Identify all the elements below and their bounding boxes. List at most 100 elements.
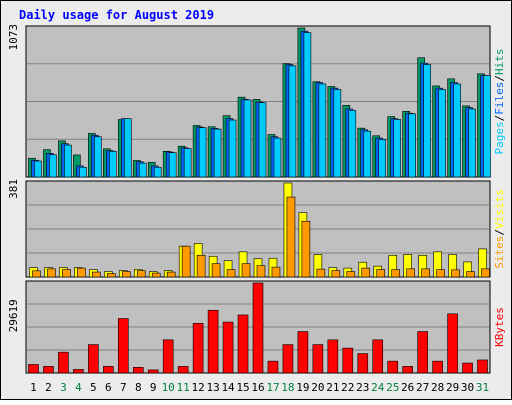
bar-pages-day-13 [213,128,222,178]
bar-pages-day-31 [483,75,491,178]
bar-pages-day-18 [288,65,297,178]
chart-panels: 1073Pages/Files/Hits381Sites/Visits29619… [7,24,506,374]
x-tick-label-day-6: 6 [105,381,112,394]
bar-sites-day-4 [77,267,86,278]
bar-kbytes-day-30 [462,362,473,374]
bar-sites-day-16 [256,265,266,278]
x-tick-label-day-23: 23 [356,381,369,394]
bar-pages-day-4 [79,166,87,178]
panel-middle: 381 Sites/Visits [7,179,506,278]
bar-pages-day-30 [468,108,476,178]
x-tick-label-day-12: 12 [192,381,205,394]
x-tick-label-day-21: 21 [326,381,339,394]
bar-sites-day-2 [47,268,56,278]
bar-pages-day-12 [198,127,207,178]
x-tick-label-day-17: 17 [266,381,279,394]
bar-kbytes-day-11 [177,366,189,374]
bar-pages-day-11 [183,148,192,178]
bar-sites-day-8 [136,270,146,278]
chart-title: Daily usage for August 2019 [19,8,214,22]
bar-sites-day-5 [92,271,101,278]
bar-sites-day-15 [241,263,251,278]
x-tick-label-day-19: 19 [296,381,309,394]
bar-pages-day-9 [153,166,162,178]
bar-sites-day-10 [166,271,176,278]
bar-sites-day-13 [211,263,221,278]
bar-kbytes-day-21 [327,339,339,374]
bar-kbytes-day-8 [132,367,144,374]
bar-kbytes-day-4 [73,369,84,374]
bar-kbytes-day-16 [252,282,264,374]
bar-pages-day-25 [393,119,402,178]
bar-kbytes-day-15 [237,314,249,374]
x-tick-label-day-27: 27 [416,381,429,394]
bar-pages-day-23 [363,130,372,178]
bar-pages-day-28 [438,89,446,178]
bar-pages-day-26 [408,113,416,178]
bar-pages-day-10 [168,152,177,178]
bar-pages-day-3 [64,144,72,178]
bar-pages-day-29 [453,83,461,178]
bar-kbytes-day-31 [477,359,488,374]
bar-sites-day-26 [406,268,415,278]
x-tick-label-day-9: 9 [150,381,157,394]
x-tick-label-day-8: 8 [135,381,142,394]
legend-files: Files [493,82,506,115]
bar-sites-day-23 [361,267,371,278]
x-tick-label-day-18: 18 [281,381,294,394]
bar-sites-day-14 [226,269,236,278]
bar-sites-day-17 [271,266,281,278]
x-tick-label-day-7: 7 [120,381,127,394]
panel-top-legend: Pages/Files/Hits [493,49,506,155]
bar-kbytes-day-29 [447,313,458,374]
x-tick-label-day-3: 3 [60,381,67,394]
bar-pages-day-24 [378,139,387,178]
x-tick-label-day-26: 26 [401,381,414,394]
bar-kbytes-day-19 [297,331,309,374]
bar-pages-day-21 [333,89,342,178]
bar-pages-day-8 [138,162,147,178]
bar-sites-day-31 [481,268,490,278]
bar-kbytes-day-7 [117,318,129,374]
x-tick-label-day-13: 13 [206,381,219,394]
bar-sites-day-6 [107,273,116,278]
x-tick-label-day-15: 15 [236,381,249,394]
bar-sites-day-3 [62,269,71,278]
bar-kbytes-day-18 [282,344,294,374]
bar-sites-day-27 [421,268,430,278]
bar-kbytes-day-27 [417,331,428,374]
bar-pages-day-6 [109,151,117,178]
panel-bottom-legend: KBytes [493,307,506,347]
x-tick-label-day-24: 24 [371,381,385,394]
bar-kbytes-day-28 [432,360,443,374]
bar-sites-day-18 [286,196,296,278]
bar-kbytes-day-13 [207,309,219,374]
bar-kbytes-day-9 [147,369,159,374]
bar-kbytes-day-23 [357,353,369,374]
x-axis-day-labels: 1 2 3 4 5 6 7 8 9 10 11 12 13 14 15 16 17 18 19 20 21 22 23 24 2… [30,381,489,394]
bar-pages-day-14 [228,119,237,178]
panel-middle-legend: Sites/Visits [493,189,506,269]
bar-kbytes-day-14 [222,321,234,374]
panel-bottom: 29619 KBytes [7,280,506,374]
x-tick-label-day-28: 28 [431,381,444,394]
legend-separator: / [493,75,506,82]
series-kbytes [28,282,488,374]
bar-sites-day-29 [451,269,460,278]
bar-sites-day-12 [196,254,206,278]
x-tick-label-day-20: 20 [311,381,324,394]
legend-separator: / [493,229,506,236]
bar-pages-day-27 [423,64,431,178]
bar-kbytes-day-12 [192,322,204,374]
bar-pages-day-7 [123,118,132,178]
x-tick-label-day-4: 4 [75,381,82,394]
bar-pages-day-1 [34,160,42,178]
x-tick-label-day-22: 22 [341,381,354,394]
x-tick-label-day-2: 2 [45,381,52,394]
bar-pages-day-19 [303,32,312,178]
legend-separator: / [493,115,506,122]
bar-kbytes-day-5 [88,344,99,374]
